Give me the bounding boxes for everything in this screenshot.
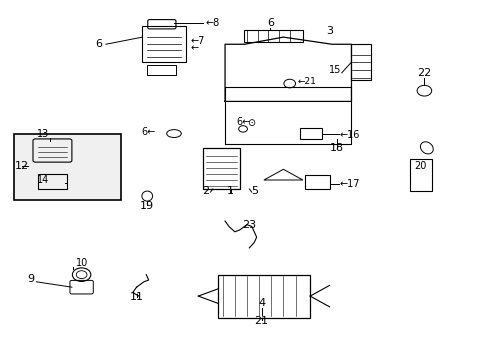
Text: ←17: ←17 — [339, 179, 359, 189]
Text: 6←: 6← — [142, 127, 156, 137]
Text: ←: ← — [191, 43, 199, 53]
Text: 20: 20 — [413, 161, 426, 171]
Bar — [38, 174, 67, 189]
Text: 22: 22 — [416, 68, 430, 78]
Text: 14: 14 — [37, 175, 49, 185]
Text: 21: 21 — [254, 316, 268, 325]
Text: 15: 15 — [329, 65, 341, 75]
Text: ←8: ←8 — [205, 18, 220, 28]
Text: 1: 1 — [226, 185, 233, 195]
Text: 12: 12 — [15, 161, 29, 171]
Text: 23: 23 — [242, 220, 256, 230]
Bar — [300, 128, 322, 139]
Text: 6: 6 — [95, 39, 102, 49]
Text: 11: 11 — [129, 292, 143, 302]
Bar — [14, 134, 120, 200]
Text: ←16: ←16 — [339, 130, 359, 140]
Bar — [409, 158, 431, 191]
Text: 5: 5 — [250, 185, 257, 195]
Text: ←7: ←7 — [191, 36, 205, 46]
Bar — [351, 44, 370, 80]
Bar — [244, 30, 302, 42]
Text: 13: 13 — [37, 129, 49, 139]
Bar — [305, 175, 329, 189]
Text: 6: 6 — [266, 18, 273, 28]
Text: 9: 9 — [27, 274, 34, 284]
Text: 18: 18 — [329, 143, 343, 153]
Text: 6←: 6← — [236, 117, 250, 127]
Bar — [217, 275, 309, 318]
Bar — [142, 26, 186, 62]
Text: 3: 3 — [325, 26, 332, 36]
Text: 4: 4 — [258, 298, 264, 308]
Bar — [203, 148, 239, 189]
Text: 2: 2 — [202, 185, 209, 195]
Text: 19: 19 — [140, 201, 154, 211]
Text: ←21: ←21 — [297, 77, 316, 86]
Text: ⊙: ⊙ — [246, 118, 255, 128]
Text: 10: 10 — [75, 258, 87, 268]
Bar — [147, 64, 176, 75]
